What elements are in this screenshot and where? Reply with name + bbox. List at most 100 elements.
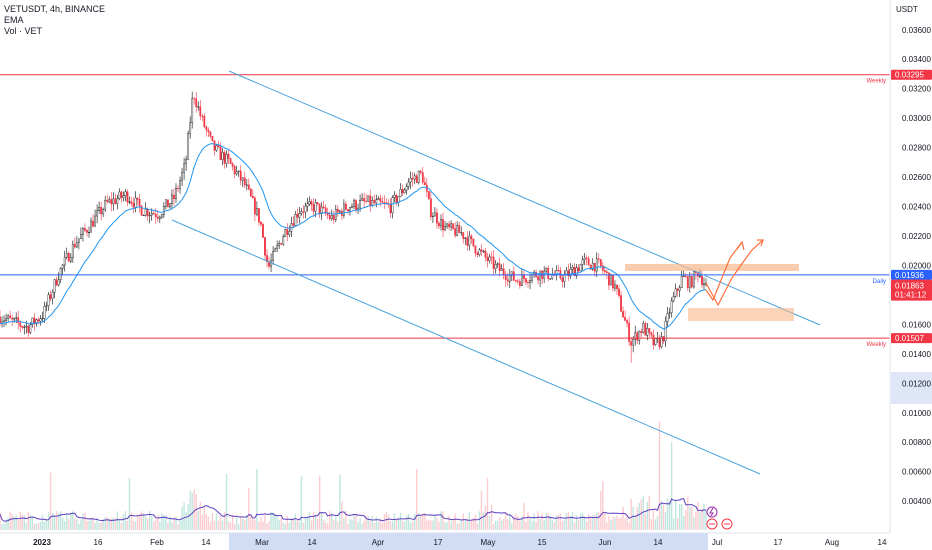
volume-bar (171, 522, 173, 530)
volume-bar (161, 513, 163, 530)
lightning-icon[interactable] (706, 506, 718, 518)
candle-body (634, 332, 637, 340)
volume-bar (409, 522, 412, 530)
ema-label[interactable]: EMA (4, 15, 24, 25)
candle-body (288, 230, 291, 235)
candle-body (468, 235, 471, 246)
symbol-title[interactable]: VETUSDT, 4h, BINANCE (4, 4, 106, 14)
volume-bar (691, 507, 693, 530)
y-tick-label: 0.00400 (902, 497, 931, 506)
last-price-tag[interactable] (891, 279, 932, 301)
candle-body (603, 270, 606, 272)
events-group[interactable] (706, 506, 733, 530)
resistance-zone[interactable] (625, 264, 799, 271)
candle-body (551, 274, 554, 279)
candle-body (456, 225, 459, 236)
candle-body (581, 259, 584, 265)
volume-bar (116, 511, 119, 530)
candle-body (251, 196, 254, 199)
candle-body (136, 197, 139, 200)
candle-body (405, 186, 408, 191)
volume-bar (304, 516, 307, 530)
volume-bar (648, 496, 651, 530)
currency-label: USDT (896, 5, 918, 14)
candle-body (474, 245, 477, 254)
candle-body (213, 140, 216, 151)
volume-bar (62, 517, 64, 530)
volume-bar (391, 521, 394, 530)
candle-body (703, 283, 705, 285)
volume-bar (146, 518, 149, 530)
candle-body (607, 272, 610, 286)
candle-body (521, 274, 523, 286)
volume-bar (624, 518, 626, 530)
candle-body (175, 187, 177, 199)
candle-body (502, 268, 505, 276)
candle-body (258, 208, 260, 223)
volume-bar (577, 520, 580, 530)
candle-body (605, 271, 608, 273)
candle-body (308, 201, 311, 205)
candle-body (601, 265, 604, 271)
candle-body (217, 145, 220, 148)
candle-body (610, 274, 612, 286)
volume-bar (157, 515, 159, 530)
volume-bar (270, 511, 272, 530)
candle-body (434, 212, 436, 217)
volume-bar (413, 514, 416, 530)
volume-bar (120, 522, 123, 530)
candle-body (324, 207, 327, 214)
candle-body (371, 199, 374, 206)
candle-body (397, 196, 400, 203)
volume-bar (258, 521, 260, 530)
volume-bar (23, 514, 25, 530)
channel-upper-line[interactable] (228, 70, 821, 326)
daily-price-tag[interactable] (891, 269, 932, 280)
candle-body (126, 191, 129, 203)
weekly-lower-price-tag[interactable] (891, 333, 932, 344)
y-tick-label: 0.03000 (902, 114, 931, 123)
projection-path-1[interactable] (705, 241, 743, 302)
volume-bar (53, 514, 56, 530)
time-axis[interactable]: 2023 16 Feb 14 Mar 14 Apr 17 May 15 Jun 14 Jul 17 Aug 1… (0, 532, 890, 550)
candle-body (211, 135, 214, 141)
candle-body (166, 199, 169, 208)
volume-label[interactable]: Vol · VET (4, 26, 43, 36)
candle-body (292, 223, 295, 226)
candle-body (94, 215, 96, 227)
volume-bar (575, 515, 578, 530)
volume-bar (561, 521, 564, 530)
channel-lower-line[interactable] (171, 219, 761, 475)
volume-bar (329, 511, 331, 530)
volume-bar (250, 514, 252, 530)
candle-body (500, 268, 503, 272)
candle-body (585, 257, 588, 259)
price-axis[interactable]: USDT 0.03600 0.03400 0.03200 0.03000 0.02800 0… (889, 0, 932, 550)
support-zone[interactable] (688, 308, 794, 321)
candle-body (332, 215, 335, 220)
volume-bar (630, 499, 632, 530)
weekly-upper-price-tag[interactable] (891, 69, 932, 80)
candle-body (347, 209, 349, 212)
candle-body (7, 315, 9, 319)
candle-body (205, 126, 208, 131)
volume-bar (252, 519, 254, 530)
candle-body (359, 200, 361, 209)
volume-bar (662, 504, 665, 530)
projection-path-2[interactable] (705, 239, 764, 307)
candle-body (668, 312, 671, 314)
candle-body (480, 249, 483, 252)
volume-bar (280, 517, 282, 530)
volume-bar (598, 512, 600, 530)
volume-bar (541, 513, 543, 530)
volume-bar (525, 521, 527, 530)
volume-bar (341, 501, 343, 530)
volume-bar (98, 522, 100, 530)
candle-body (25, 325, 28, 328)
drawings-layer[interactable]: Weekly Weekly Daily (0, 70, 890, 530)
volume-bar (389, 521, 392, 530)
volume-bar (126, 520, 129, 530)
volume-bar (260, 516, 262, 530)
candle-body (545, 267, 548, 272)
